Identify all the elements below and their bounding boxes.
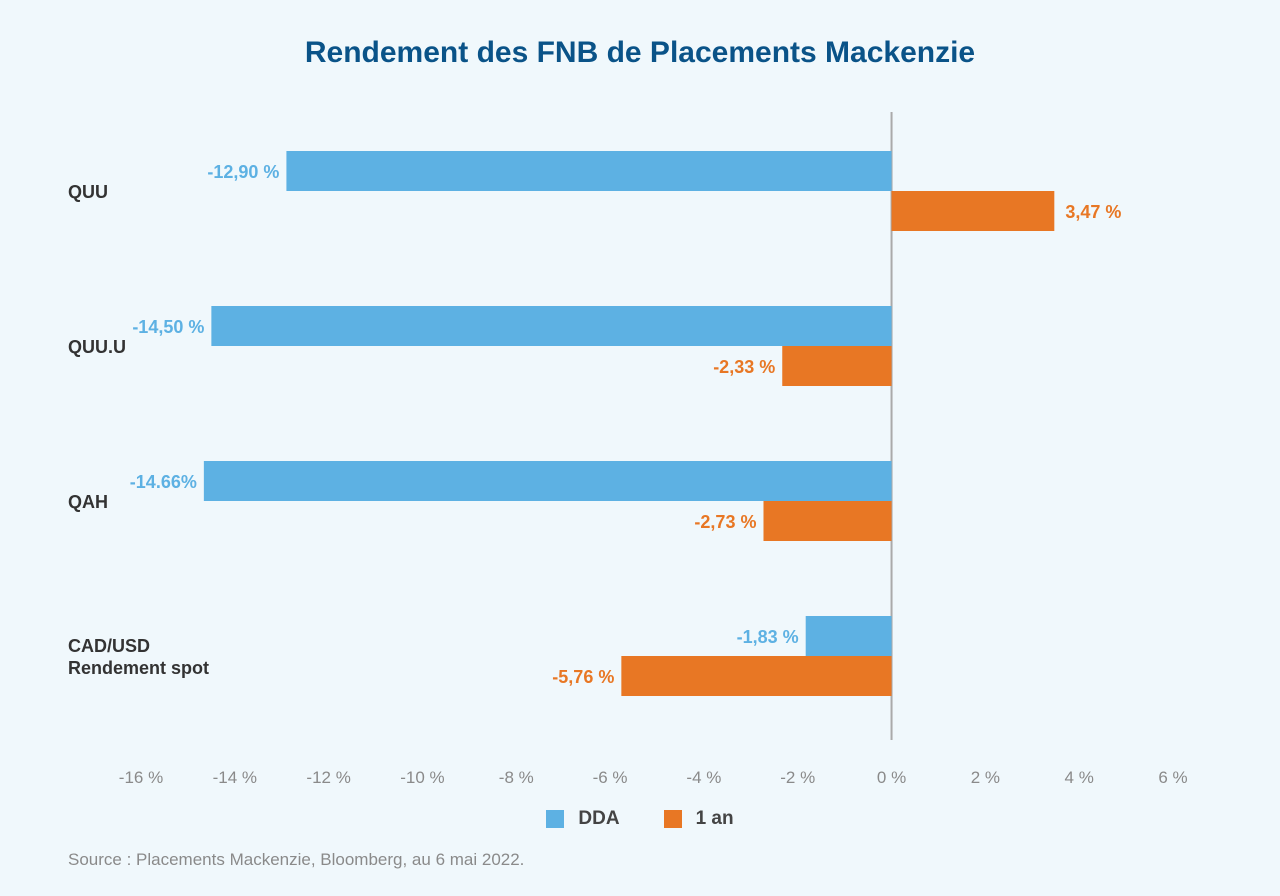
x-tick-label: -8 % — [499, 768, 534, 787]
legend: DDA 1 an — [0, 808, 1280, 830]
source-note: Source : Placements Mackenzie, Bloomberg… — [68, 850, 525, 869]
legend-item-dda: DDA — [546, 808, 620, 830]
data-label: -1,83 % — [737, 627, 799, 647]
data-label: 3,47 % — [1065, 202, 1121, 222]
bar-1an — [782, 346, 892, 386]
x-tick-label: -4 % — [686, 768, 721, 787]
category-label: QAH — [68, 492, 108, 512]
x-tick-label: 2 % — [971, 768, 1000, 787]
x-tick-label: -2 % — [780, 768, 815, 787]
bar-1an — [891, 191, 1055, 231]
data-label: -14,50 % — [132, 317, 204, 337]
legend-label-dda: DDA — [578, 808, 620, 829]
legend-swatch-1an — [663, 810, 682, 828]
bar-1an — [621, 656, 892, 696]
data-label: -5,76 % — [552, 667, 614, 687]
legend-label-1an: 1 an — [695, 808, 734, 829]
data-label: -12,90 % — [207, 162, 279, 182]
data-label: -2,73 % — [694, 512, 756, 532]
x-tick-label: -16 % — [119, 768, 163, 787]
x-tick-label: -10 % — [400, 768, 444, 787]
x-tick-label: -12 % — [306, 768, 350, 787]
x-tick-label: -14 % — [213, 768, 257, 787]
data-label: -2,33 % — [713, 357, 775, 377]
legend-swatch-dda — [546, 810, 565, 828]
category-label: Rendement spot — [68, 658, 209, 678]
x-tick-label: -6 % — [593, 768, 628, 787]
x-tick-label: 4 % — [1065, 768, 1094, 787]
bar-dda — [211, 306, 892, 346]
bar-dda — [286, 151, 892, 191]
bar-1an — [763, 501, 892, 541]
data-label: -14.66% — [130, 472, 197, 492]
bar-dda — [203, 461, 892, 501]
bar-dda — [805, 616, 892, 656]
legend-item-1an: 1 an — [663, 808, 734, 830]
chart-title: Rendement des FNB de Placements Mackenzi… — [304, 36, 976, 69]
x-tick-label: 0 % — [877, 768, 906, 787]
category-label: QUU — [68, 182, 108, 202]
category-label: CAD/USD — [68, 636, 150, 656]
category-label: QUU.U — [68, 337, 126, 357]
x-tick-label: 6 % — [1158, 768, 1187, 787]
